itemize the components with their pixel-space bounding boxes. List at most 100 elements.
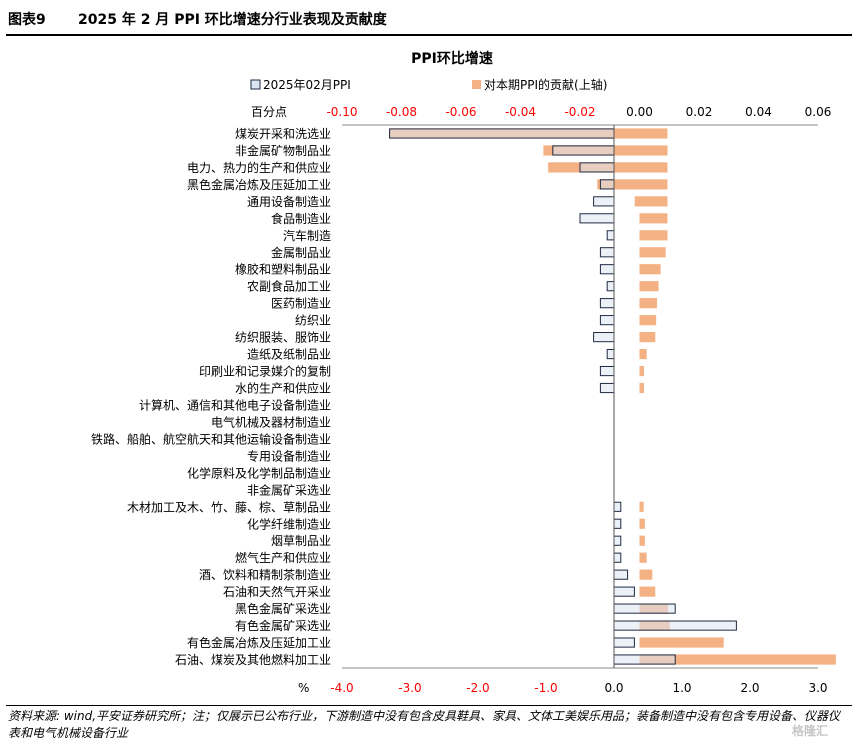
contribution-bar [639, 315, 657, 326]
contribution-bar [639, 637, 724, 648]
ppi-bar [552, 145, 615, 156]
top-tick-label: -0.08 [386, 105, 417, 119]
contribution-bar [639, 552, 647, 563]
category-label: 橡胶和塑料制品业 [235, 262, 331, 277]
contribution-bar [639, 518, 645, 529]
ppi-bar [613, 552, 622, 563]
ppi-bar [613, 535, 622, 546]
bottom-tick-label: 0.0 [604, 681, 623, 695]
contribution-bar [634, 196, 668, 207]
ppi-bar [613, 501, 622, 512]
ppi-bar [579, 213, 615, 224]
legend-label-contribution: 对本期PPI的贡献(上轴) [484, 77, 607, 92]
bottom-tick-label: -3.0 [398, 681, 421, 695]
top-tick-label: -0.06 [445, 105, 476, 119]
contribution-bar [639, 213, 668, 224]
contribution-bar [639, 654, 836, 665]
category-label: 电力、热力的生产和供应业 [187, 160, 331, 175]
category-label: 烟草制品业 [271, 534, 331, 548]
bottom-tick-label: -2.0 [466, 681, 489, 695]
category-label: 煤炭开采和洗选业 [235, 127, 331, 141]
ppi-bar [606, 230, 615, 241]
bottom-tick-label: 3.0 [808, 681, 827, 695]
ppi-bar [613, 569, 629, 580]
ppi-bar [613, 603, 676, 614]
category-label: 非金属矿采选业 [247, 482, 331, 497]
legend-label-ppi: 2025年02月PPI [263, 78, 351, 92]
ppi-chart: PPI环比增速 2025年02月PPI 对本期PPI的贡献(上轴) 百分点 % … [91, 50, 836, 695]
ppi-bar [599, 365, 615, 377]
ppi-bar [599, 179, 615, 190]
figure-number: 图表9 [8, 12, 46, 28]
bottom-tick-label: 1.0 [672, 681, 691, 695]
category-label: 专用设备制造业 [247, 448, 331, 463]
contribution-bar [639, 501, 644, 512]
ppi-bar [389, 128, 615, 139]
category-label: 电气机械及器材制造业 [211, 414, 331, 429]
contribution-bar [639, 569, 653, 580]
category-label: 造纸及纸制品业 [247, 348, 331, 362]
category-label: 水的生产和供应业 [235, 381, 331, 396]
ppi-bar [613, 620, 737, 631]
top-tick-label: -0.04 [505, 105, 536, 119]
header-rule [6, 34, 852, 36]
ppi-bar [599, 382, 615, 394]
category-label: 农副食品加工业 [247, 279, 331, 294]
chart-legend: 2025年02月PPI 对本期PPI的贡献(上轴) [250, 77, 607, 92]
bottom-tick-label: 2.0 [740, 681, 759, 695]
contribution-bar [639, 365, 644, 377]
ppi-bar [613, 637, 635, 648]
contribution-bar [639, 535, 645, 546]
contribution-bar [597, 179, 668, 190]
watermark: 格隆汇 [792, 724, 829, 738]
ppi-bar [579, 162, 615, 173]
ppi-bar [613, 654, 676, 665]
category-label: 食品制造业 [271, 211, 331, 226]
source-note: 资料来源: wind,平安证券研究所；注；仅展示已公布行业，下游制造中没有包含皮… [8, 709, 841, 740]
footer-rule [6, 705, 852, 706]
ppi-bar [593, 332, 615, 343]
category-label: 非金属矿物制品业 [235, 143, 331, 158]
bottom-tick-label: -1.0 [534, 681, 557, 695]
ppi-bar [599, 315, 615, 326]
category-label: 有色金属矿采选业 [235, 618, 331, 633]
category-label: 计算机、通信和其他电子设备制造业 [139, 397, 331, 412]
ppi-bar [613, 586, 635, 597]
top-tick-label: 0.02 [686, 105, 713, 119]
category-label: 木材加工及木、竹、藤、棕、草制品业 [127, 499, 331, 514]
contribution-bar [639, 247, 666, 258]
ppi-bar [599, 298, 615, 309]
ppi-bar [606, 281, 615, 292]
figure-title: 2025 年 2 月 PPI 环比增速分行业表现及贡献度 [78, 12, 387, 28]
contribution-bar [639, 298, 658, 309]
contribution-bar [639, 586, 656, 597]
contribution-bar [639, 230, 668, 241]
chart-title: PPI环比增速 [411, 50, 493, 67]
category-label: 化学原料及化学制品制造业 [187, 465, 331, 480]
category-label: 有色金属冶炼及压延加工业 [187, 635, 331, 650]
ppi-bar [593, 196, 615, 207]
category-label: 通用设备制造业 [247, 195, 331, 209]
contribution-bar [639, 332, 656, 343]
category-label: 黑色金属冶炼及压延加工业 [187, 177, 331, 192]
report-header: 图表9 2025 年 2 月 PPI 环比增速分行业表现及贡献度 [0, 0, 858, 34]
bottom-axis-unit: % [298, 681, 309, 695]
legend-swatch-ppi [250, 79, 261, 90]
bottom-tick-label: -4.0 [330, 681, 353, 695]
category-label: 石油和天然气开采业 [223, 584, 331, 599]
category-label: 医药制造业 [271, 297, 331, 311]
contribution-bar [639, 281, 659, 292]
contribution-bar [639, 382, 644, 394]
ppi-bar [599, 264, 615, 275]
ppi-bar [599, 247, 615, 258]
category-label: 酒、饮料和精制茶制造业 [199, 567, 331, 582]
category-label: 石油、煤炭及其他燃料加工业 [175, 652, 331, 667]
top-tick-label: -0.10 [326, 105, 357, 119]
category-label: 纺织业 [295, 314, 331, 328]
category-label: 黑色金属矿采选业 [235, 601, 331, 616]
top-tick-label: 0.00 [626, 105, 653, 119]
category-label: 铁路、船舶、航空航天和其他运输设备制造业 [91, 431, 331, 446]
category-label: 纺织服装、服饰业 [235, 331, 331, 345]
category-label: 化学纤维制造业 [247, 516, 331, 531]
top-tick-label: -0.02 [564, 105, 595, 119]
